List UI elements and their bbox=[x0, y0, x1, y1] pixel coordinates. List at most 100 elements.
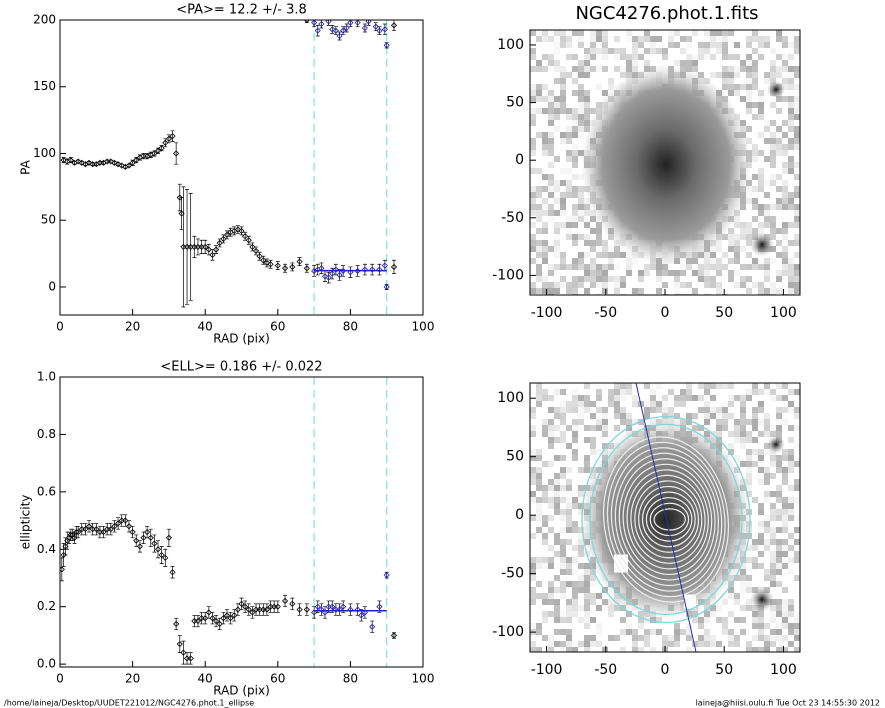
noise-pixel bbox=[536, 497, 542, 503]
noise-pixel bbox=[542, 228, 548, 234]
noise-pixel bbox=[710, 395, 716, 401]
noise-pixel bbox=[578, 413, 584, 419]
noise-pixel bbox=[542, 198, 548, 204]
noise-pixel bbox=[530, 150, 536, 156]
noise-pixel bbox=[590, 599, 596, 605]
noise-pixel bbox=[614, 48, 620, 54]
noise-pixel bbox=[566, 605, 572, 611]
noise-pixel bbox=[758, 210, 764, 216]
noise-pixel bbox=[740, 431, 746, 437]
noise-pixel bbox=[752, 563, 758, 569]
noise-pixel bbox=[752, 282, 758, 288]
noise-pixel bbox=[746, 42, 752, 48]
noise-pixel bbox=[776, 497, 782, 503]
noise-pixel bbox=[716, 605, 722, 611]
error-bar bbox=[185, 652, 190, 665]
error-bar bbox=[283, 594, 288, 608]
noise-pixel bbox=[788, 264, 794, 270]
data-point bbox=[343, 24, 350, 32]
noise-pixel bbox=[608, 599, 614, 605]
error-bar bbox=[264, 603, 269, 616]
noise-pixel bbox=[734, 635, 740, 641]
footer-stamp: laineja@hiisi.oulu.fi Tue Oct 23 14:55:3… bbox=[696, 699, 880, 708]
error-bar bbox=[217, 617, 222, 631]
noise-pixel bbox=[554, 605, 560, 611]
error-bar bbox=[105, 523, 110, 536]
noise-pixel bbox=[794, 617, 800, 623]
noise-pixel bbox=[746, 491, 752, 497]
noise-pixel bbox=[794, 252, 800, 258]
noise-pixel bbox=[752, 497, 758, 503]
noise-pixel bbox=[716, 425, 722, 431]
noise-pixel bbox=[746, 186, 752, 192]
noise-pixel bbox=[788, 425, 794, 431]
noise-pixel bbox=[698, 395, 704, 401]
noise-pixel bbox=[752, 539, 758, 545]
noise-pixel bbox=[740, 425, 746, 431]
noise-pixel bbox=[596, 407, 602, 413]
noise-pixel bbox=[728, 54, 734, 60]
noise-pixel bbox=[758, 623, 764, 629]
noise-pixel bbox=[752, 198, 758, 204]
noise-pixel bbox=[794, 264, 800, 270]
noise-pixel bbox=[596, 593, 602, 599]
error-bar bbox=[83, 523, 88, 536]
noise-pixel bbox=[758, 42, 764, 48]
noise-pixel bbox=[770, 72, 776, 78]
noise-pixel bbox=[788, 641, 794, 647]
noise-pixel bbox=[650, 36, 656, 42]
noise-pixel bbox=[584, 234, 590, 240]
data-point bbox=[242, 603, 249, 610]
data-point bbox=[274, 603, 281, 610]
y-tick-label: 100 bbox=[497, 390, 524, 406]
noise-pixel bbox=[602, 443, 608, 449]
noise-pixel bbox=[566, 180, 572, 186]
noise-pixel bbox=[596, 425, 602, 431]
noise-pixel bbox=[722, 48, 728, 54]
noise-pixel bbox=[782, 162, 788, 168]
noise-pixel bbox=[668, 413, 674, 419]
noise-pixel bbox=[632, 258, 638, 264]
noise-pixel bbox=[572, 521, 578, 527]
noise-pixel bbox=[548, 527, 554, 533]
noise-pixel bbox=[674, 270, 680, 276]
x-tick-label: -50 bbox=[594, 305, 617, 321]
error-bar bbox=[192, 235, 197, 258]
noise-pixel bbox=[752, 228, 758, 234]
noise-pixel bbox=[680, 389, 686, 395]
data-point bbox=[151, 150, 158, 157]
noise-pixel bbox=[746, 575, 752, 581]
noise-pixel bbox=[782, 617, 788, 623]
noise-pixel bbox=[770, 455, 776, 461]
noise-pixel bbox=[782, 521, 788, 527]
noise-pixel bbox=[590, 641, 596, 647]
noise-pixel bbox=[794, 96, 800, 102]
noise-pixel bbox=[776, 557, 782, 563]
noise-pixel bbox=[734, 246, 740, 252]
x-tick-label: 20 bbox=[125, 672, 140, 686]
error-bar bbox=[232, 609, 237, 622]
noise-pixel bbox=[776, 276, 782, 282]
noise-pixel bbox=[530, 204, 536, 210]
fit-ellipse bbox=[581, 415, 751, 624]
noise-pixel bbox=[734, 222, 740, 228]
noise-pixel bbox=[758, 204, 764, 210]
noise-pixel bbox=[536, 210, 542, 216]
noise-pixel bbox=[770, 605, 776, 611]
noise-pixel bbox=[776, 270, 782, 276]
error-bar bbox=[333, 603, 338, 616]
noise-pixel bbox=[734, 599, 740, 605]
error-bar bbox=[362, 263, 367, 276]
data-point bbox=[390, 22, 398, 29]
noise-pixel bbox=[548, 174, 554, 180]
noise-pixel bbox=[674, 282, 680, 288]
noise-pixel bbox=[560, 569, 566, 575]
noise-pixel bbox=[770, 180, 776, 186]
data-point bbox=[365, 20, 372, 25]
noise-pixel bbox=[530, 282, 536, 288]
noise-pixel bbox=[554, 156, 560, 162]
noise-pixel bbox=[530, 222, 536, 228]
noise-pixel bbox=[566, 42, 572, 48]
noise-pixel bbox=[782, 563, 788, 569]
